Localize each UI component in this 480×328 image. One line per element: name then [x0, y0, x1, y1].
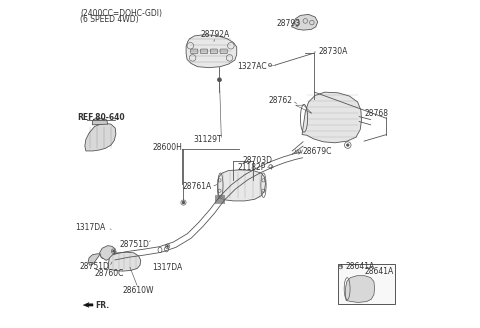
Text: FR.: FR.	[96, 300, 110, 310]
Circle shape	[167, 246, 168, 247]
Text: 28751D: 28751D	[119, 239, 149, 249]
Text: 4: 4	[339, 264, 342, 269]
FancyBboxPatch shape	[217, 195, 218, 203]
FancyBboxPatch shape	[191, 49, 198, 53]
Polygon shape	[108, 252, 141, 271]
Text: 28600H: 28600H	[152, 143, 182, 153]
Polygon shape	[88, 254, 100, 265]
FancyBboxPatch shape	[215, 195, 216, 203]
FancyBboxPatch shape	[221, 195, 222, 203]
Polygon shape	[186, 35, 237, 68]
Text: 28641A: 28641A	[345, 262, 374, 271]
Polygon shape	[92, 118, 108, 125]
FancyBboxPatch shape	[338, 264, 395, 304]
Text: 28641A: 28641A	[364, 267, 394, 276]
Text: 28762: 28762	[268, 96, 292, 105]
Text: 1317DA: 1317DA	[152, 263, 182, 272]
Text: 28793: 28793	[276, 19, 300, 28]
Text: 21182P: 21182P	[238, 163, 266, 173]
Text: 31129T: 31129T	[193, 135, 222, 144]
FancyBboxPatch shape	[210, 49, 217, 53]
Text: (6 SPEED 4WD): (6 SPEED 4WD)	[80, 15, 139, 24]
Text: 28730A: 28730A	[318, 48, 348, 56]
Text: 1327AC: 1327AC	[237, 62, 266, 71]
Text: 28760C: 28760C	[94, 269, 123, 278]
FancyBboxPatch shape	[201, 49, 208, 53]
FancyBboxPatch shape	[219, 195, 220, 203]
Text: REF.80-640: REF.80-640	[78, 113, 125, 122]
Polygon shape	[99, 246, 115, 260]
Text: 28792A: 28792A	[201, 31, 230, 39]
Text: 1317DA: 1317DA	[75, 223, 105, 232]
Polygon shape	[302, 92, 361, 143]
Text: 28679C: 28679C	[303, 147, 332, 156]
Circle shape	[218, 78, 221, 81]
FancyBboxPatch shape	[220, 49, 227, 53]
Text: 28761A: 28761A	[183, 182, 212, 191]
Circle shape	[113, 251, 114, 252]
Text: 28751D: 28751D	[79, 262, 109, 271]
Circle shape	[182, 202, 184, 203]
Text: 28703D: 28703D	[242, 156, 272, 165]
Polygon shape	[218, 170, 265, 201]
Text: 28768: 28768	[365, 109, 389, 118]
Text: 28610W: 28610W	[122, 286, 154, 295]
Circle shape	[347, 144, 349, 146]
Polygon shape	[83, 302, 93, 307]
FancyBboxPatch shape	[223, 195, 224, 203]
Polygon shape	[85, 123, 116, 151]
Text: (2400CC=DOHC-GDI): (2400CC=DOHC-GDI)	[80, 9, 162, 18]
Polygon shape	[346, 276, 374, 302]
Polygon shape	[292, 14, 318, 30]
